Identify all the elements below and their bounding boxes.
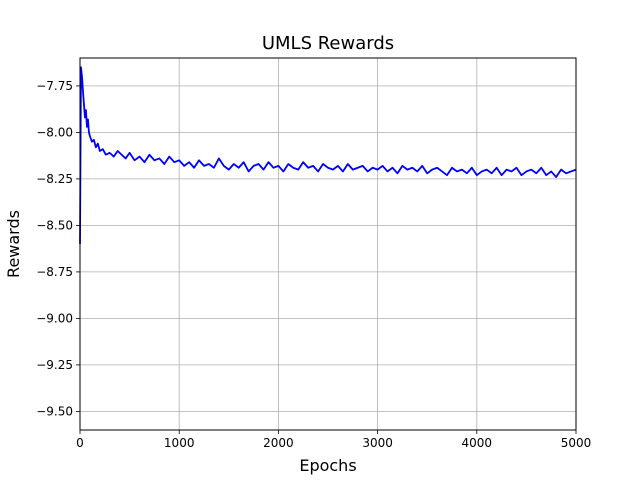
x-tick-label: 4000: [462, 436, 493, 450]
y-tick-label: −9.25: [36, 358, 73, 372]
y-tick-label: −8.25: [36, 172, 73, 186]
x-axis-ticks: 0 1000 2000 3000 4000 5000: [76, 430, 591, 450]
series-line-0: [79, 66, 577, 245]
plot-frame: [79, 57, 577, 431]
y-tick-label: −8.75: [36, 265, 73, 279]
y-tick-label: −9.00: [36, 311, 73, 325]
x-tick-label: 2000: [263, 436, 294, 450]
x-axis-label: Epochs: [299, 456, 356, 475]
x-tick-label: 1000: [164, 436, 195, 450]
x-tick-label: 5000: [561, 436, 592, 450]
x-tick-label: 0: [76, 436, 84, 450]
x-tick-label: 3000: [362, 436, 393, 450]
y-axis-ticks: −9.50 −9.25 −9.00 −8.75 −8.50 −8.25 −8.00 −7.75: [36, 79, 80, 418]
chart-title: UMLS Rewards: [262, 33, 394, 54]
y-tick-label: −8.50: [36, 218, 73, 232]
y-tick-label: −8.00: [36, 125, 73, 139]
y-tick-label: −7.75: [36, 79, 73, 93]
y-axis-label: Rewards: [4, 210, 23, 278]
y-tick-label: −9.50: [36, 404, 73, 418]
series-layer: [79, 66, 577, 245]
